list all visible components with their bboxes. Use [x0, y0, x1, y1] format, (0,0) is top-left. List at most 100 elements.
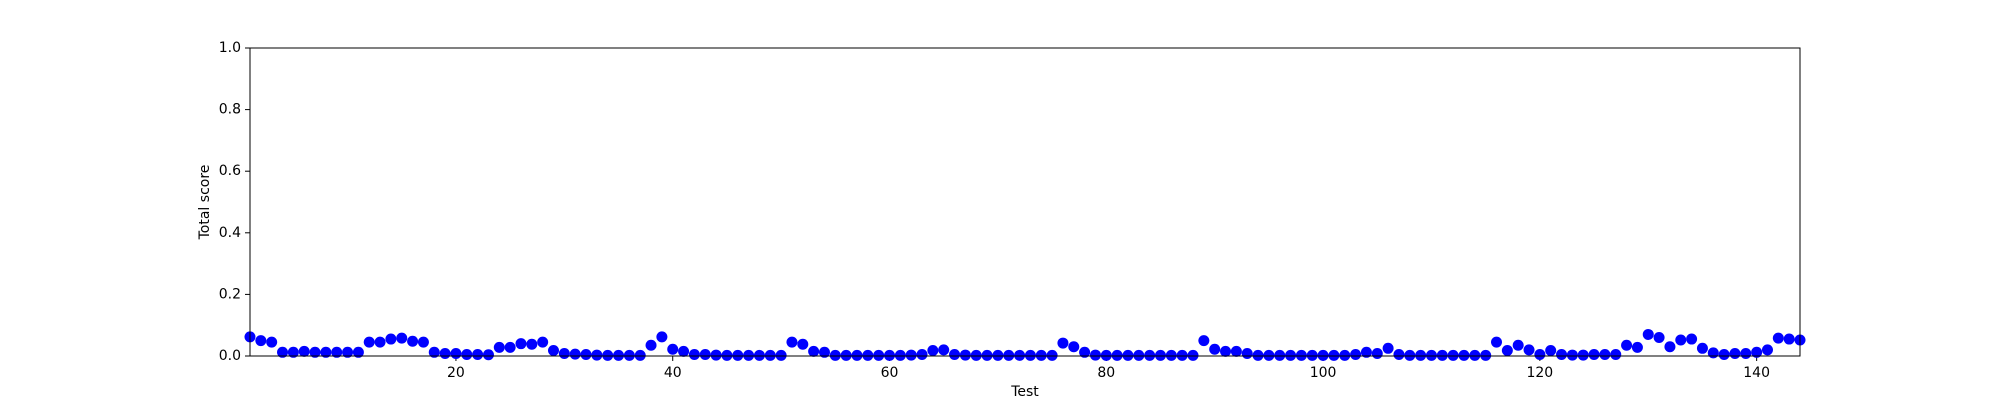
- point: [277, 346, 289, 358]
- point: [1556, 348, 1568, 360]
- point: [526, 338, 538, 350]
- point: [602, 349, 614, 361]
- point: [331, 346, 343, 358]
- point: [808, 345, 820, 357]
- point: [1653, 332, 1665, 344]
- point: [1393, 348, 1405, 360]
- point: [1046, 349, 1058, 361]
- point: [862, 349, 874, 361]
- point: [1783, 333, 1795, 345]
- point: [1610, 348, 1622, 360]
- point: [1512, 339, 1524, 351]
- point: [1252, 349, 1264, 361]
- point: [613, 349, 625, 361]
- point: [1707, 347, 1719, 359]
- point: [1675, 334, 1687, 346]
- point: [1447, 349, 1459, 361]
- point: [1079, 346, 1091, 358]
- point: [1425, 349, 1437, 361]
- point: [1740, 348, 1752, 360]
- point: [374, 336, 386, 348]
- x-tick-label: 100: [1310, 365, 1337, 381]
- point: [1154, 349, 1166, 361]
- point: [385, 333, 397, 345]
- point: [656, 331, 668, 343]
- point: [916, 348, 928, 360]
- point: [1089, 349, 1101, 361]
- point: [710, 349, 722, 361]
- point: [1317, 349, 1329, 361]
- point: [417, 336, 429, 348]
- point: [1621, 339, 1633, 351]
- point: [829, 349, 841, 361]
- point: [352, 346, 364, 358]
- x-tick-label: 20: [447, 365, 465, 381]
- point: [1588, 348, 1600, 360]
- point: [1220, 345, 1232, 357]
- point: [580, 348, 592, 360]
- point: [1350, 348, 1362, 360]
- point: [472, 348, 484, 360]
- point: [1133, 349, 1145, 361]
- point: [1436, 349, 1448, 361]
- point: [1501, 344, 1513, 356]
- point: [450, 348, 462, 360]
- point: [959, 349, 971, 361]
- point: [1360, 346, 1372, 358]
- point: [1176, 349, 1188, 361]
- point: [1631, 341, 1643, 353]
- point: [537, 336, 549, 348]
- point: [461, 348, 473, 360]
- point: [1122, 349, 1134, 361]
- point: [1534, 348, 1546, 360]
- point: [1165, 349, 1177, 361]
- point: [1686, 333, 1698, 345]
- point: [1382, 342, 1394, 354]
- point: [1057, 337, 1069, 349]
- point: [255, 335, 267, 347]
- point: [678, 345, 690, 357]
- point: [981, 349, 993, 361]
- x-tick-label: 80: [1097, 365, 1115, 381]
- point: [840, 349, 852, 361]
- point: [1599, 348, 1611, 360]
- point: [1696, 342, 1708, 354]
- point: [407, 335, 419, 347]
- point: [623, 349, 635, 361]
- point: [266, 336, 278, 348]
- point: [992, 349, 1004, 361]
- point: [894, 349, 906, 361]
- point: [504, 341, 516, 353]
- point: [558, 348, 570, 360]
- point: [1100, 349, 1112, 361]
- point: [927, 344, 939, 356]
- point: [1306, 349, 1318, 361]
- point: [287, 346, 299, 358]
- point: [905, 349, 917, 361]
- point: [1198, 335, 1210, 347]
- point: [645, 339, 657, 351]
- point: [493, 341, 505, 353]
- point: [873, 349, 885, 361]
- point: [1664, 341, 1676, 353]
- point: [1144, 349, 1156, 361]
- point: [515, 338, 527, 350]
- point: [1566, 349, 1578, 361]
- y-axis-label: Total score: [197, 165, 213, 241]
- point: [699, 348, 711, 360]
- point: [732, 349, 744, 361]
- point: [363, 336, 375, 348]
- point: [1187, 349, 1199, 361]
- y-tick-label: 1.0: [219, 40, 241, 56]
- point: [1491, 336, 1503, 348]
- point: [1068, 341, 1080, 353]
- point: [1642, 328, 1654, 340]
- point: [342, 346, 354, 358]
- y-tick-label: 0.2: [219, 286, 241, 302]
- point: [1469, 349, 1481, 361]
- point: [775, 349, 787, 361]
- x-tick-label: 140: [1743, 365, 1770, 381]
- point: [667, 343, 679, 355]
- point: [1285, 349, 1297, 361]
- point: [1458, 349, 1470, 361]
